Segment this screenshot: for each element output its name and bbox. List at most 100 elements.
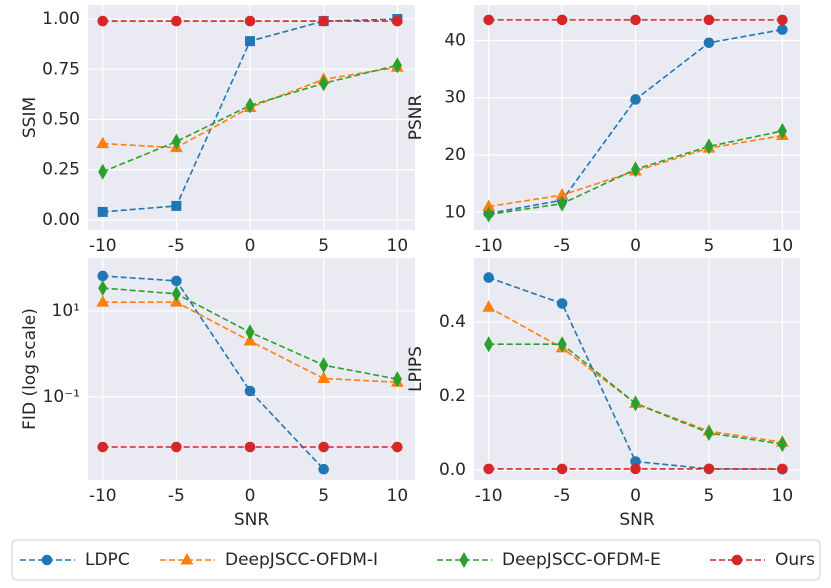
x-tick-label: 5 — [318, 236, 329, 256]
legend-label: Ours — [775, 550, 815, 570]
marker — [483, 272, 494, 283]
y-tick-label: 10 — [444, 202, 466, 222]
marker — [318, 441, 329, 453]
y-tick-label: 0.00 — [42, 210, 80, 230]
marker — [96, 295, 110, 307]
y-tick-label: 10⁻¹ — [43, 387, 80, 407]
x-tick-label: -5 — [168, 486, 185, 506]
y-tick-label: 0.25 — [42, 160, 80, 180]
x-axis-label: SNR — [234, 510, 270, 530]
x-tick-label: 5 — [704, 486, 715, 506]
marker — [319, 357, 329, 374]
marker — [98, 280, 108, 297]
x-tick-label: -5 — [168, 236, 185, 256]
x-tick-label: 10 — [772, 486, 794, 506]
series-group — [482, 272, 789, 475]
y-axis-label: SSIM — [20, 97, 40, 138]
marker — [245, 97, 255, 114]
legend-label: LDPC — [85, 550, 130, 570]
marker — [483, 14, 494, 26]
marker — [171, 285, 181, 302]
marker — [319, 75, 329, 92]
plot-background — [474, 258, 800, 480]
y-tick-label: 0.0 — [439, 460, 466, 480]
marker — [180, 552, 194, 565]
marker — [171, 15, 182, 27]
marker — [483, 463, 494, 475]
marker — [777, 463, 788, 475]
y-axis-label: FID (log scale) — [20, 308, 40, 430]
y-tick-label: 0.4 — [439, 312, 466, 332]
x-tick-label: 10 — [387, 486, 409, 506]
x-tick-label: -5 — [554, 486, 571, 506]
marker — [777, 436, 787, 453]
marker — [484, 336, 494, 353]
marker — [41, 554, 53, 566]
marker — [556, 14, 568, 26]
marker — [392, 15, 403, 27]
series-line — [102, 275, 325, 470]
y-tick-label: 20 — [444, 145, 466, 165]
marker — [392, 57, 402, 74]
x-tick-label: 10 — [772, 236, 794, 256]
marker — [703, 463, 715, 475]
y-tick-label: 0.75 — [42, 59, 80, 79]
plot-background — [474, 5, 800, 230]
marker — [704, 425, 714, 442]
marker — [630, 14, 641, 26]
marker — [171, 133, 181, 150]
marker — [777, 122, 787, 139]
x-tick-label: -10 — [475, 486, 503, 506]
marker — [630, 463, 641, 475]
x-tick-label: 0 — [245, 236, 256, 256]
x-tick-label: -10 — [475, 236, 503, 256]
marker — [318, 463, 329, 475]
series-group — [96, 14, 404, 217]
series-group — [482, 14, 789, 223]
marker — [318, 15, 329, 27]
legend-label: DeepJSCC-OFDM-I — [225, 550, 378, 570]
x-tick-label: 0 — [630, 236, 641, 256]
x-axis-label: SNR — [619, 510, 655, 530]
marker — [630, 161, 641, 178]
marker — [557, 195, 567, 212]
marker — [245, 36, 256, 47]
marker — [630, 94, 641, 105]
marker — [703, 37, 715, 49]
marker — [244, 441, 256, 453]
marker — [98, 163, 108, 180]
y-axis-label: LPIPS — [406, 346, 426, 392]
x-tick-label: -5 — [554, 236, 571, 256]
marker — [171, 441, 182, 453]
marker — [556, 298, 568, 309]
marker — [556, 463, 568, 475]
y-tick-label: 1.00 — [42, 9, 80, 29]
marker — [731, 554, 743, 566]
marker — [97, 270, 109, 282]
legend-box — [11, 539, 821, 581]
marker — [171, 200, 182, 211]
marker — [97, 441, 109, 453]
marker — [630, 395, 641, 412]
series-group — [96, 270, 404, 475]
x-tick-label: 10 — [387, 236, 409, 256]
series-line — [488, 134, 783, 208]
marker — [482, 300, 496, 312]
marker — [703, 14, 715, 26]
y-axis-label: PSNR — [406, 95, 426, 141]
y-tick-label: 0.2 — [439, 386, 466, 406]
marker — [484, 206, 494, 223]
x-tick-label: -10 — [89, 486, 117, 506]
marker — [244, 385, 256, 397]
x-tick-label: 5 — [318, 486, 329, 506]
marker — [459, 551, 469, 569]
marker — [245, 324, 255, 341]
x-tick-label: 0 — [245, 486, 256, 506]
marker — [244, 15, 256, 27]
marker — [704, 138, 714, 155]
marker — [97, 206, 108, 217]
marker — [96, 136, 110, 149]
y-tick-label: 10¹ — [52, 301, 80, 321]
x-tick-label: 0 — [630, 486, 641, 506]
